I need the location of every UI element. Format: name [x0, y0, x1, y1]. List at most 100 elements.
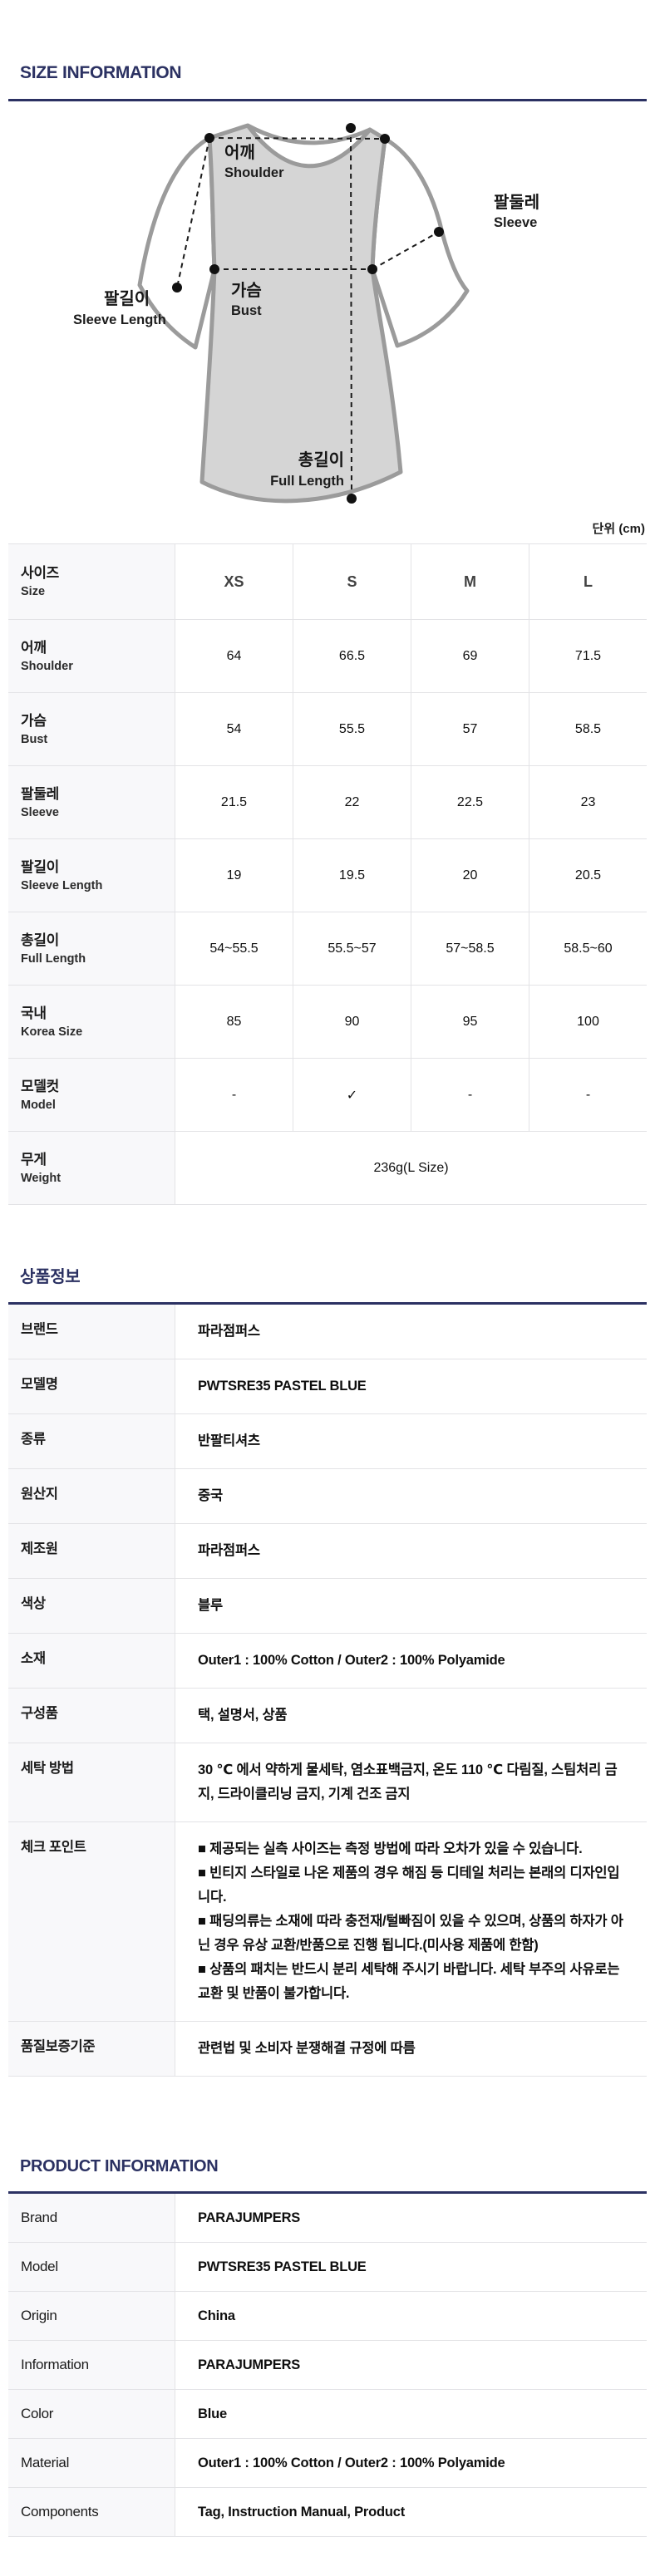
row-value: PWTSRE35 PASTEL BLUE: [175, 2243, 647, 2291]
cell-value: 20.5: [529, 839, 647, 912]
tshirt-diagram-svg: 어깨 Shoulder 팔둘레 Sleeve 가슴 Bust 팔길이 Sleev…: [73, 123, 539, 504]
size-information-title: SIZE INFORMATION: [8, 0, 647, 101]
row-label: 소재: [8, 1634, 175, 1688]
row-label: Color: [8, 2390, 175, 2438]
row-label: 브랜드: [8, 1305, 175, 1359]
diagram-label-sleeve-en: Sleeve: [494, 215, 537, 230]
size-col-l: L: [529, 544, 647, 619]
product-info-en-title: PRODUCT INFORMATION: [8, 2155, 647, 2194]
sleeve-length-measure-line: [176, 137, 210, 288]
table-row-components-kr: 구성품 택, 설명서, 상품: [8, 1689, 647, 1743]
row-value: 파라점퍼스: [175, 1305, 647, 1359]
row-label-ko: 가슴: [21, 712, 47, 729]
cell-value: 64: [175, 620, 293, 692]
row-label-en: Sleeve: [21, 805, 59, 819]
row-label: 팔길이 Sleeve Length: [8, 839, 175, 912]
table-row-check-point: 체크 포인트 ■ 제공되는 실측 사이즈는 측정 방법에 따라 오차가 있을 수…: [8, 1822, 647, 2022]
table-row-brand-kr: 브랜드 파라점퍼스: [8, 1305, 647, 1359]
row-label-ko: 무게: [21, 1151, 47, 1168]
table-row-warranty: 품질보증기준 관련법 및 소비자 분쟁해결 규정에 따름: [8, 2022, 647, 2077]
cell-value: 21.5: [175, 766, 293, 838]
table-row-manufacturer-kr: 제조원 파라점퍼스: [8, 1524, 647, 1579]
unit-label: 단위 (cm): [592, 522, 645, 536]
row-value: 관련법 및 소비자 분쟁해결 규정에 따름: [175, 2022, 647, 2076]
table-row-model: Model PWTSRE35 PASTEL BLUE: [8, 2243, 647, 2292]
model-checkmark: ✓: [293, 1059, 411, 1131]
header-label-ko: 사이즈: [21, 565, 60, 581]
cell-value: 55.5~57: [293, 912, 411, 985]
row-value: 중국: [175, 1469, 647, 1523]
row-label: Components: [8, 2488, 175, 2536]
row-label-ko: 팔길이: [21, 858, 60, 875]
size-table-header-row: 사이즈 Size XS S M L: [8, 544, 647, 620]
row-value: 파라점퍼스: [175, 1524, 647, 1578]
row-label: Origin: [8, 2292, 175, 2340]
cell-value: 54~55.5: [175, 912, 293, 985]
cell-value: 85: [175, 986, 293, 1058]
cell-value: -: [529, 1059, 647, 1131]
row-label: 색상: [8, 1579, 175, 1633]
table-row-components: Components Tag, Instruction Manual, Prod…: [8, 2488, 647, 2537]
row-label: Information: [8, 2341, 175, 2389]
size-table: 사이즈 Size XS S M L 어깨 Shoulder 64 66.5 69…: [8, 543, 647, 1205]
check-point-item: ■ 패딩의류는 소재에 따라 충전재/털빠짐이 있을 수 있으며, 상품의 하자…: [198, 1914, 623, 1953]
cell-value: 22: [293, 766, 411, 838]
sleeve-measure-line: [372, 231, 440, 270]
row-label: 체크 포인트: [8, 1822, 175, 2021]
diagram-label-bust-en: Bust: [231, 303, 262, 318]
row-label: 가슴 Bust: [8, 693, 175, 765]
row-value: Outer1 : 100% Cotton / Outer2 : 100% Pol…: [175, 1634, 647, 1688]
table-row-full-length: 총길이 Full Length 54~55.5 55.5~57 57~58.5 …: [8, 912, 647, 986]
row-label-en: Model: [21, 1098, 56, 1112]
dot-left-shoulder: [204, 133, 214, 143]
row-label-en: Korea Size: [21, 1025, 83, 1039]
row-value: PWTSRE35 PASTEL BLUE: [175, 1359, 647, 1413]
table-row-color-kr: 색상 블루: [8, 1579, 647, 1634]
size-col-s: S: [293, 544, 411, 619]
row-value: 30 ℃ 에서 약하게 물세탁, 염소표백금지, 온도 110 ℃ 다림질, 스…: [175, 1743, 647, 1821]
row-label: 종류: [8, 1414, 175, 1468]
diagram-label-sleeve-length-ko: 팔길이: [104, 289, 150, 308]
check-point-item: ■ 상품의 패치는 반드시 분리 세탁해 주시기 바랍니다. 세탁 부주의 사유…: [198, 1962, 620, 2001]
row-value: PARAJUMPERS: [175, 2341, 647, 2389]
row-label: Model: [8, 2243, 175, 2291]
row-label-en: Sleeve Length: [21, 878, 103, 892]
row-label: 총길이 Full Length: [8, 912, 175, 985]
dot-hem: [347, 494, 357, 504]
cell-value: 23: [529, 766, 647, 838]
row-label: 국내 Korea Size: [8, 986, 175, 1058]
row-label: 구성품: [8, 1689, 175, 1743]
diagram-label-full-length-en: Full Length: [270, 474, 344, 489]
diagram-label-shoulder-ko: 어깨: [224, 143, 255, 162]
row-label: 모델명: [8, 1359, 175, 1413]
cell-value: 71.5: [529, 620, 647, 692]
table-row-type-kr: 종류 반팔티셔츠: [8, 1414, 647, 1469]
cell-value: 58.5: [529, 693, 647, 765]
cell-value: -: [175, 1059, 293, 1131]
table-row-color: Color Blue: [8, 2390, 647, 2439]
table-row-origin: Origin China: [8, 2292, 647, 2341]
row-value: Blue: [175, 2390, 647, 2438]
row-label-en: Weight: [21, 1171, 62, 1185]
table-row-korea-size: 국내 Korea Size 85 90 95 100: [8, 986, 647, 1059]
size-table-header-label: 사이즈 Size: [8, 544, 175, 619]
dot-right-shoulder: [380, 134, 390, 144]
cell-value: 95: [411, 986, 529, 1058]
table-row-weight: 무게 Weight 236g(L Size): [8, 1132, 647, 1205]
cell-value: 57~58.5: [411, 912, 529, 985]
row-label: 원산지: [8, 1469, 175, 1523]
cell-value: 20: [411, 839, 529, 912]
full-length-measure-line: [350, 127, 352, 499]
row-value: 택, 설명서, 상품: [175, 1689, 647, 1743]
tshirt-right-sleeve: [370, 136, 470, 348]
row-label-en: Shoulder: [21, 659, 73, 673]
row-label-en: Bust: [21, 732, 48, 746]
tshirt-measurement-diagram: 어깨 Shoulder 팔둘레 Sleeve 가슴 Bust 팔길이 Sleev…: [8, 101, 647, 521]
tshirt-collar-back: [246, 123, 372, 145]
diagram-label-shoulder-en: Shoulder: [224, 165, 284, 180]
cell-value: 58.5~60: [529, 912, 647, 985]
row-label: 무게 Weight: [8, 1132, 175, 1204]
cell-value: -: [411, 1059, 529, 1131]
product-info-en-table: Brand PARAJUMPERS Model PWTSRE35 PASTEL …: [8, 2194, 647, 2537]
